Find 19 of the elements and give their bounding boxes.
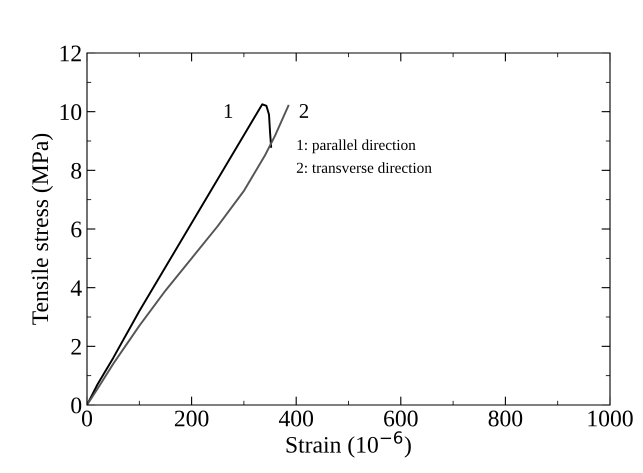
y-tick-label: 0	[71, 397, 82, 414]
annotation: 2: transverse direction	[296, 162, 432, 174]
x-tick-label: 200	[174, 410, 208, 426]
y-tick-label: 4	[70, 280, 82, 296]
x-tick-label: 1000	[588, 410, 633, 426]
annotation: 1: parallel direction	[298, 139, 416, 154]
y-tick-label: 8	[71, 162, 82, 179]
y-tick-label: 12	[60, 46, 81, 62]
x-tick-label: 400	[278, 410, 314, 426]
y-tick-label: 10	[60, 104, 82, 120]
y-tick-label: 6	[71, 222, 82, 238]
annotation: 2	[300, 104, 308, 118]
y-axis-title: Tensile stress (MPa)	[32, 134, 53, 325]
x-tick-label: 0	[82, 410, 92, 426]
y-tick-label: 2	[71, 338, 81, 355]
x-tick-label: 800	[488, 410, 522, 426]
x-axis-title: Strain (10$^{−6}$)	[286, 431, 411, 458]
x-tick-label: 600	[384, 410, 418, 426]
annotation: 1	[224, 104, 232, 118]
